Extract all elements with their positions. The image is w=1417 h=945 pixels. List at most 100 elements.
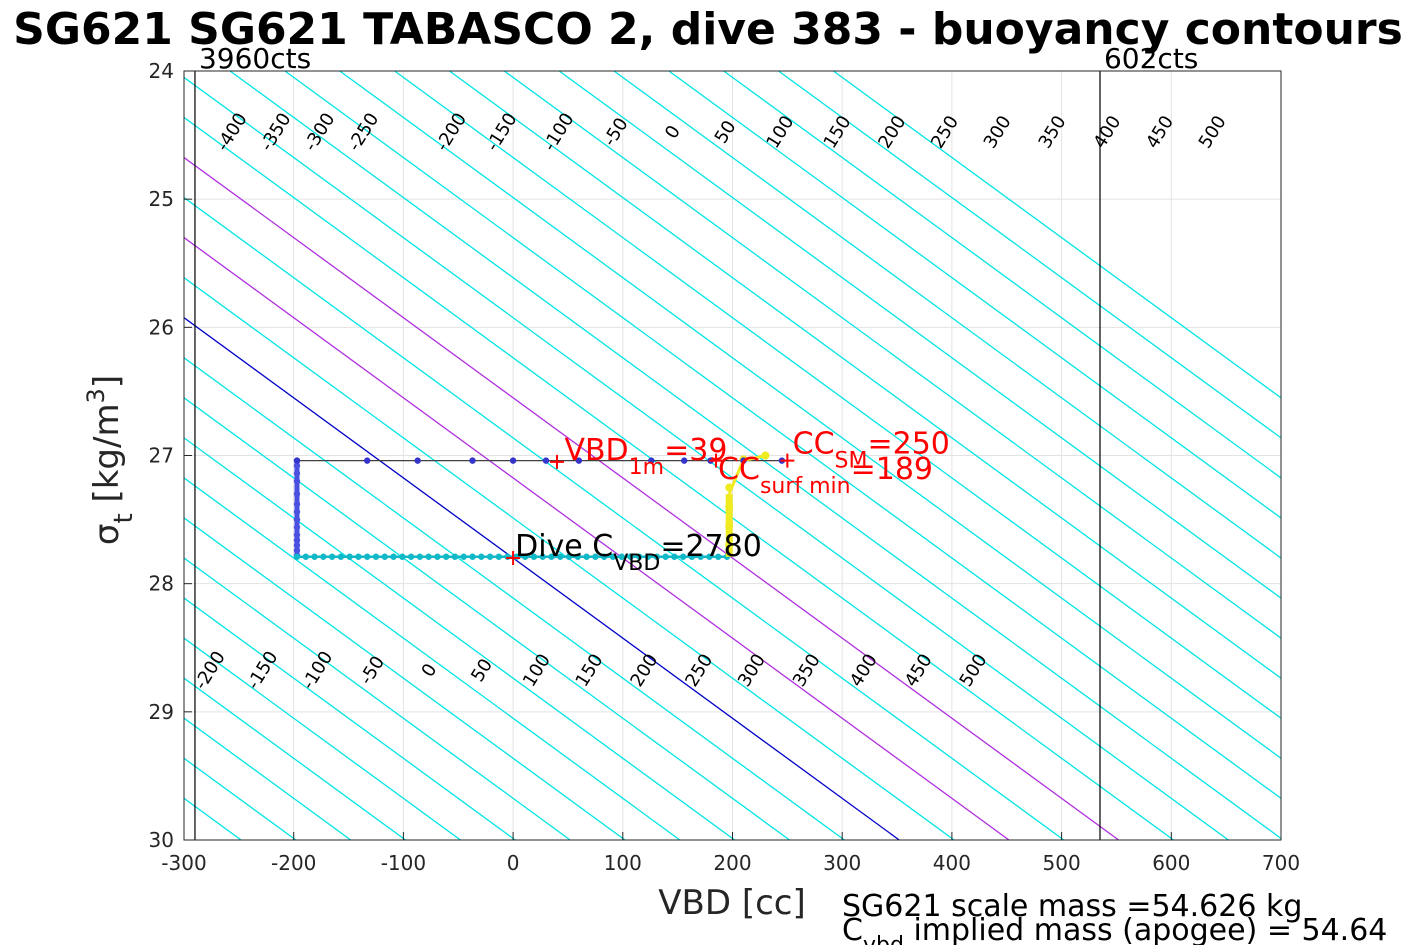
red-plus-marker: [549, 454, 564, 469]
trace-bottom-point: [697, 553, 704, 560]
trace-bottom-point: [337, 553, 345, 560]
trace-bottom-point: [671, 553, 678, 560]
x-tick-label: 200: [713, 851, 751, 875]
trace-bottom-point: [644, 553, 652, 560]
contour-line: [184, 677, 406, 840]
trace-bottom-point: [548, 553, 555, 560]
trace-bottom-point: [592, 553, 599, 560]
trace-bottom-point: [557, 553, 564, 560]
x-tick-label: 700: [1262, 851, 1300, 875]
trace-bottom-point: [706, 553, 713, 560]
trace-bottom-point: [679, 553, 687, 560]
trace-bottom-point: [399, 553, 406, 560]
trace-ascent-point: [725, 541, 734, 550]
trace-bottom-point: [311, 553, 318, 560]
contour-line: [184, 116, 1174, 840]
contour-line: [558, 71, 1281, 599]
contour-line: [184, 276, 955, 840]
trace-top-point: [648, 457, 655, 464]
trace-top-point: [681, 457, 688, 464]
trace-top-point: [542, 457, 550, 464]
trace-bottom-point: [662, 553, 669, 560]
x-tick-label: 100: [604, 851, 642, 875]
contour-line: [833, 71, 1281, 399]
trace-ascent-point: [725, 483, 734, 492]
y-tick-label: 30: [149, 828, 174, 852]
trace-bottom-point: [320, 553, 327, 560]
contour-line: [184, 316, 900, 840]
trace-bottom-point: [530, 553, 538, 560]
contour-line: [184, 437, 736, 840]
trace-bottom-point: [715, 553, 722, 560]
contour-line: [668, 71, 1281, 519]
trace-descent-point: [293, 516, 301, 523]
footer-scale-mass: SG621 scale mass =54.626 kg: [842, 889, 1302, 924]
trace-descent-point: [293, 524, 301, 531]
contour-line: [184, 557, 571, 840]
trace-descent-point: [293, 547, 301, 554]
trace-bottom-point: [618, 553, 625, 560]
trace-bottom-point: [363, 553, 371, 560]
trace-bottom-point: [390, 553, 397, 560]
chart-title: SG621 SG621 TABASCO 2, dive 383 - buoyan…: [13, 4, 1403, 55]
y-tick-label: 26: [149, 315, 174, 339]
x-tick-label: 600: [1152, 851, 1190, 875]
trace-top-point: [509, 457, 517, 464]
trace-top-point: [293, 457, 301, 464]
contour-line: [184, 236, 1010, 840]
trace-bottom-point: [434, 553, 441, 560]
x-tick-label: -100: [381, 851, 426, 875]
y-axis-label: σt [kg/m3]: [82, 375, 139, 545]
trace-bottom-point: [469, 553, 476, 560]
trace-bottom-point: [425, 553, 432, 560]
trace-bottom-point: [346, 553, 353, 560]
trace-bottom-point: [355, 553, 362, 560]
trace-top-point: [363, 457, 371, 464]
contour-line: [229, 71, 1281, 840]
trace-bottom-point: [293, 553, 301, 560]
contour-line: [184, 477, 681, 840]
trace-descent-point: [293, 542, 301, 549]
red-markers: [506, 453, 795, 566]
contour-line: [339, 71, 1281, 760]
x-tick-label: 300: [823, 851, 861, 875]
contour-line: [184, 356, 845, 840]
vbd-limit-label: 3960cts: [199, 42, 311, 75]
contour-line: [184, 597, 516, 840]
trace-bottom-point: [653, 553, 661, 560]
trace-descent-point: [293, 477, 301, 485]
trace-bottom-point: [407, 553, 415, 560]
annotation-label: CCSM=250: [793, 427, 950, 474]
trace-ascent-point: [725, 502, 734, 511]
buoyancy-contours: [184, 71, 1281, 840]
annotation-label: VBD1m=39: [564, 433, 727, 480]
trace-bottom-point: [539, 553, 546, 560]
trace-descent-point: [293, 501, 301, 508]
x-tick-label: -300: [161, 851, 206, 875]
contour-line: [184, 517, 626, 840]
y-tick-label: 25: [149, 187, 174, 211]
trace-bottom-point: [372, 553, 380, 560]
trace-bottom-point: [688, 553, 696, 560]
trace-descent-point: [293, 490, 301, 498]
trace-descent-point: [293, 531, 301, 539]
trace-bottom-point: [486, 553, 494, 560]
red-plus-marker: [709, 453, 724, 468]
contour-line: [449, 71, 1281, 679]
trace-bottom-point: [442, 553, 450, 560]
trace-descent-point: [293, 470, 301, 477]
contour-line: [778, 71, 1281, 439]
y-tick-label: 28: [149, 572, 174, 596]
trace-bottom-point: [565, 553, 573, 560]
trace-bottom-point: [460, 553, 467, 560]
contour-line: [613, 71, 1281, 559]
annotation-label: Dive CVBD=2780: [515, 529, 762, 576]
contour-line: [723, 71, 1281, 479]
trace-top-point: [414, 457, 421, 464]
contour-line: [184, 156, 1120, 840]
contour-line: [284, 71, 1281, 800]
trace-ascent-point: [761, 451, 770, 460]
contour-line: [184, 76, 1229, 840]
